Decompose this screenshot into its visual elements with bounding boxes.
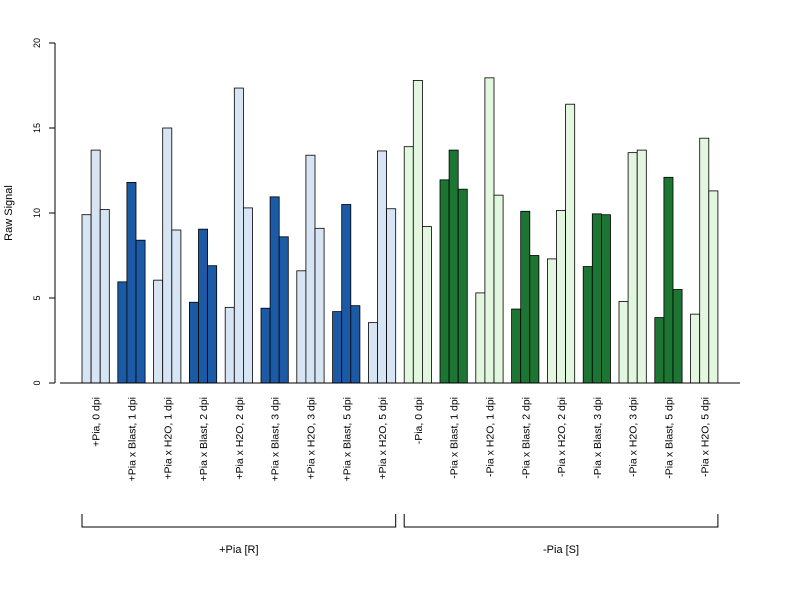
bar	[672, 289, 683, 384]
bar	[511, 308, 522, 384]
bar	[708, 190, 719, 384]
bar	[171, 229, 182, 384]
x-tick-label: -Pia, 0 dpi	[413, 397, 425, 444]
bar	[332, 311, 343, 384]
bar	[341, 204, 352, 384]
bar	[403, 146, 414, 384]
bar	[699, 137, 710, 384]
bar	[386, 208, 397, 384]
bar	[547, 258, 557, 384]
bar	[135, 239, 146, 384]
bar	[198, 228, 209, 384]
bar	[448, 149, 459, 384]
x-tick-label: -Pia x Blast, 3 dpi	[592, 397, 604, 479]
y-tick-label: 20	[32, 38, 42, 48]
group-bracket	[403, 514, 719, 528]
bar	[412, 80, 423, 384]
x-tick-label: -Pia x Blast, 2 dpi	[520, 397, 532, 479]
bar	[663, 176, 674, 384]
y-tick-label: 0	[32, 380, 42, 385]
x-tick-label: +Pia x H2O, 2 dpi	[234, 397, 246, 480]
bar	[117, 281, 128, 384]
bar	[636, 149, 647, 384]
bar	[162, 127, 173, 384]
bar	[627, 152, 638, 384]
x-tick-label: -Pia x H2O, 5 dpi	[699, 397, 711, 477]
group-label: -Pia [S]	[543, 544, 579, 556]
x-tick-label: -Pia x H2O, 2 dpi	[556, 397, 568, 477]
x-tick-label: +Pia x H2O, 5 dpi	[377, 397, 389, 480]
x-tick-label: -Pia x H2O, 1 dpi	[484, 397, 496, 477]
bar	[439, 179, 450, 384]
x-axis-tick-labels: +Pia, 0 dpi +Pia x Blast, 1 dpi +Pia x H2O…	[91, 397, 712, 481]
bar	[654, 317, 665, 384]
bar	[565, 103, 576, 384]
x-tick-label: +Pia x Blast, 5 dpi	[341, 397, 353, 481]
bar	[126, 181, 137, 384]
bar	[233, 87, 244, 384]
x-tick-label: +Pia, 0 dpi	[91, 397, 103, 447]
bars	[81, 77, 719, 384]
x-tick-label: -Pia x Blast, 1 dpi	[449, 397, 461, 479]
y-tick-label: 5	[32, 295, 42, 300]
bar	[314, 227, 325, 384]
group-label: +Pia [R]	[219, 544, 258, 556]
bar	[457, 188, 468, 384]
bar	[207, 265, 218, 384]
group-brackets: +Pia [R] -Pia [S]	[81, 514, 719, 556]
bar	[618, 300, 629, 384]
bar	[269, 196, 280, 384]
bar	[475, 292, 486, 384]
bar	[242, 207, 253, 384]
y-tick-label: 15	[32, 123, 42, 133]
bar	[484, 77, 495, 384]
bar	[421, 226, 432, 384]
x-tick-label: +Pia x H2O, 3 dpi	[305, 397, 317, 480]
x-tick-label: +Pia x Blast, 3 dpi	[270, 397, 282, 481]
x-tick-label: -Pia x Blast, 5 dpi	[663, 397, 675, 479]
bar	[81, 214, 92, 384]
y-axis-label: Raw Signal	[3, 185, 15, 241]
bar	[690, 313, 701, 384]
bar	[520, 210, 531, 384]
bar	[278, 236, 289, 384]
bar	[493, 194, 504, 384]
x-tick-label: +Pia x Blast, 2 dpi	[198, 397, 210, 481]
bar	[224, 306, 235, 384]
bar	[377, 150, 388, 384]
x-tick-label: +Pia x Blast, 1 dpi	[126, 397, 138, 481]
bar	[99, 209, 110, 384]
bar	[591, 213, 602, 384]
bar	[260, 307, 271, 384]
y-axis: 0 5 10 15 20	[32, 38, 56, 386]
bar	[601, 214, 611, 384]
bar	[556, 210, 567, 384]
bar	[188, 301, 199, 384]
bar	[296, 270, 307, 384]
y-tick-label: 10	[32, 208, 42, 218]
bar	[529, 255, 540, 384]
x-tick-label: -Pia x H2O, 3 dpi	[628, 397, 640, 477]
bar	[582, 266, 593, 384]
bar	[305, 154, 316, 384]
bar	[350, 305, 361, 384]
group-bracket	[81, 514, 397, 528]
bar	[90, 149, 101, 384]
x-tick-label: +Pia x H2O, 1 dpi	[162, 397, 174, 480]
bar	[367, 322, 378, 384]
bar	[153, 279, 164, 384]
